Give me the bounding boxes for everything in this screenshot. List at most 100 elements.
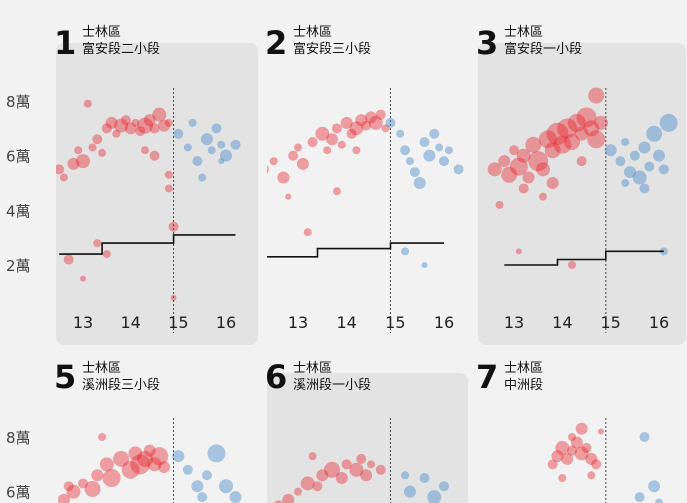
x-tick-label: 16 <box>434 313 454 332</box>
data-point-before <box>341 459 352 470</box>
data-point-before <box>509 145 519 156</box>
panel-district: 士林區 <box>82 25 121 40</box>
data-point-after <box>639 183 650 194</box>
data-point-after <box>632 170 647 185</box>
data-point-before <box>136 117 153 134</box>
data-point-before <box>581 442 592 453</box>
data-point-before <box>375 109 386 120</box>
data-point-after <box>648 480 661 493</box>
data-point-before <box>277 171 290 184</box>
data-point-before <box>518 183 529 194</box>
data-point-before <box>102 469 121 487</box>
data-point-after <box>201 470 212 481</box>
data-point-before <box>591 459 602 470</box>
x-tick-label: 15 <box>600 313 620 332</box>
x-tick-label: 13 <box>73 313 93 332</box>
data-point-before <box>130 454 151 475</box>
data-point-before <box>335 472 348 484</box>
data-point-before <box>282 493 295 503</box>
data-point-before <box>561 452 574 465</box>
data-point-before <box>381 124 390 133</box>
data-point-before <box>99 457 114 472</box>
data-point-after <box>624 166 636 179</box>
data-point-before <box>66 484 81 499</box>
panel-number: 6 <box>265 358 287 396</box>
data-point-before <box>83 99 92 108</box>
data-point-before <box>308 452 317 461</box>
data-point-before <box>158 461 171 474</box>
data-point-after <box>211 123 222 134</box>
data-point-after <box>653 149 665 162</box>
data-point-before <box>564 134 580 150</box>
data-point-after <box>659 247 668 256</box>
data-point-before <box>316 469 329 482</box>
data-point-before <box>337 140 346 149</box>
data-point-before <box>143 114 156 127</box>
plot-area <box>56 88 241 333</box>
data-point-before <box>63 481 74 492</box>
data-point-before <box>515 248 522 255</box>
data-point-before <box>121 460 140 479</box>
data-point-after <box>427 490 442 503</box>
data-point-before <box>375 464 386 475</box>
data-point-after <box>230 139 241 150</box>
data-point-before <box>539 192 547 201</box>
data-point-before <box>368 115 383 130</box>
data-point-after <box>229 491 242 503</box>
data-point-before <box>63 254 74 265</box>
data-point-before <box>152 107 167 122</box>
data-point-after <box>396 129 405 138</box>
y-tick-label: 6萬 <box>6 484 31 502</box>
data-point-before <box>587 130 606 149</box>
x-tick-label: 16 <box>649 313 669 332</box>
data-point-after <box>634 492 645 503</box>
data-point-before <box>352 146 361 155</box>
data-point-before <box>136 450 153 467</box>
data-point-after <box>444 146 453 155</box>
data-point-before <box>76 154 90 169</box>
data-point-before <box>575 422 588 435</box>
data-point-before <box>326 133 339 146</box>
plot-area <box>487 87 678 333</box>
data-point-before <box>536 162 550 177</box>
panel-district: 士林區 <box>82 361 121 376</box>
y-axis-row-1: 8萬 6萬 4萬 2萬 <box>6 93 31 275</box>
plot-area <box>274 418 449 503</box>
data-point-before <box>288 150 299 161</box>
data-point-before <box>120 115 131 126</box>
step-line <box>267 242 444 258</box>
data-point-before <box>113 450 130 467</box>
x-tick-label: 16 <box>216 313 236 332</box>
data-point-before <box>553 135 572 154</box>
data-point-before <box>78 478 88 489</box>
data-point-before <box>149 123 160 134</box>
data-point-before <box>102 250 111 259</box>
data-point-before <box>558 474 567 482</box>
x-tick-label: 14 <box>552 313 572 332</box>
y-tick-label: 8萬 <box>6 93 31 111</box>
data-point-after <box>655 498 663 503</box>
plot-area <box>267 88 464 333</box>
data-point-before <box>57 493 70 503</box>
data-point-after <box>604 144 617 157</box>
data-point-before <box>547 459 558 470</box>
data-point-after <box>621 138 630 146</box>
data-point-before <box>583 120 600 137</box>
data-point-after <box>615 156 626 167</box>
data-point-before <box>544 142 561 159</box>
data-point-before <box>498 155 511 168</box>
data-point-before <box>551 450 564 463</box>
data-point-after <box>629 150 640 161</box>
data-point-after <box>659 113 678 132</box>
y-tick-label: 6萬 <box>6 148 31 166</box>
data-point-before <box>59 173 68 182</box>
data-point-before <box>568 433 576 441</box>
data-point-before <box>124 122 137 135</box>
data-point-before <box>285 193 292 200</box>
data-point-before <box>587 471 596 480</box>
data-point-before <box>528 151 549 172</box>
